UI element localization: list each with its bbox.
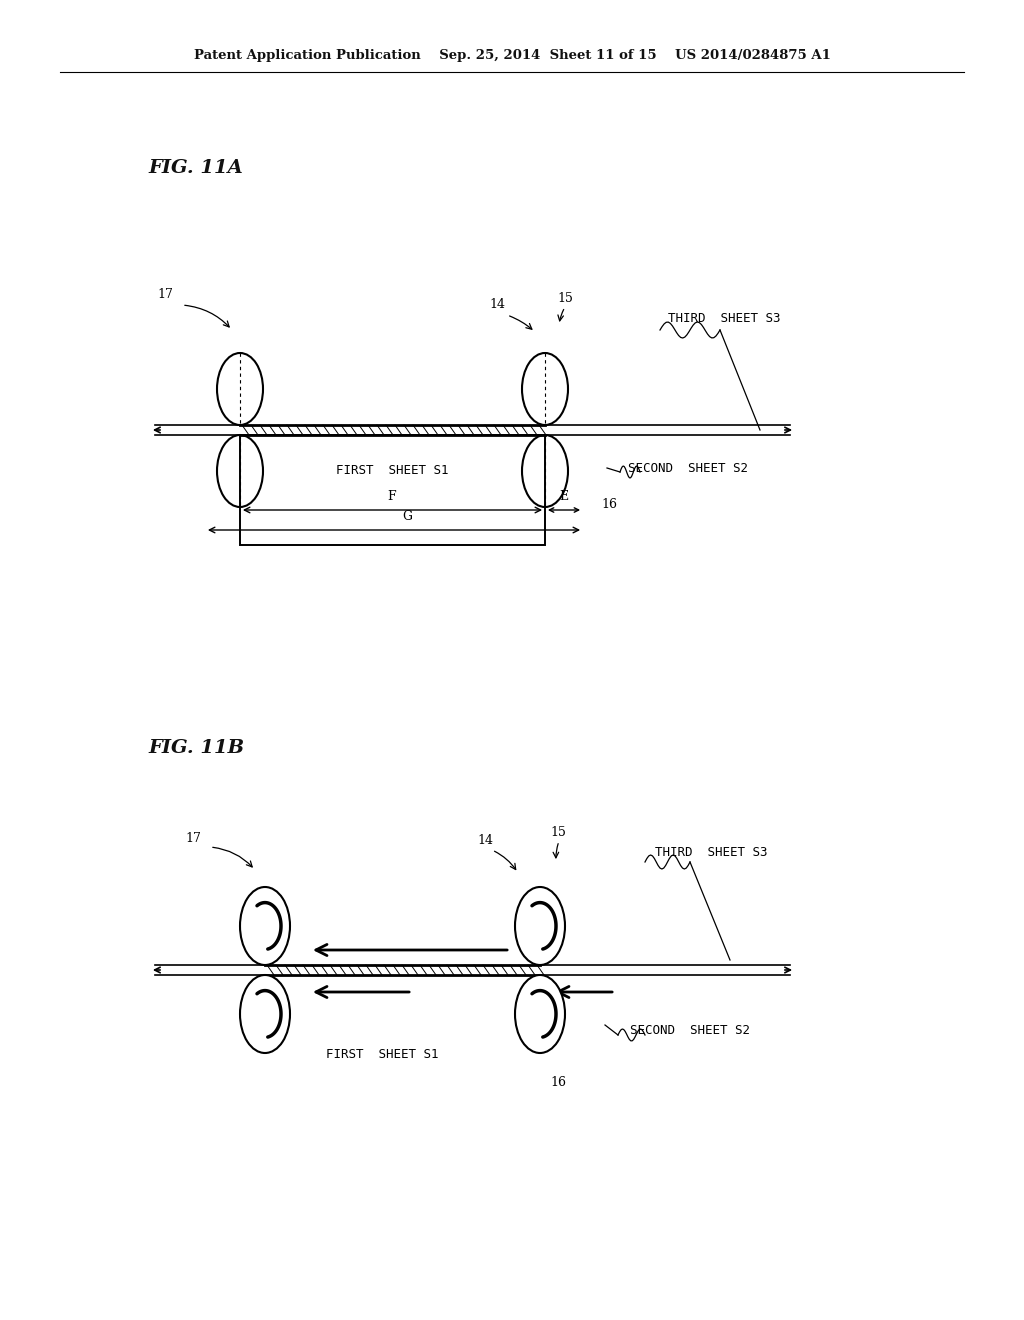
Ellipse shape bbox=[515, 975, 565, 1053]
Text: SECOND  SHEET S2: SECOND SHEET S2 bbox=[630, 1023, 750, 1036]
Text: FIRST  SHEET S1: FIRST SHEET S1 bbox=[336, 463, 449, 477]
Text: THIRD  SHEET S3: THIRD SHEET S3 bbox=[655, 846, 768, 858]
Text: 17: 17 bbox=[157, 289, 173, 301]
Ellipse shape bbox=[515, 887, 565, 965]
Text: 15: 15 bbox=[557, 292, 573, 305]
Text: 16: 16 bbox=[601, 499, 617, 511]
Text: FIG. 11B: FIG. 11B bbox=[148, 739, 244, 756]
Text: 14: 14 bbox=[477, 833, 493, 846]
Text: 17: 17 bbox=[185, 832, 201, 845]
Text: THIRD  SHEET S3: THIRD SHEET S3 bbox=[668, 312, 780, 325]
Text: F: F bbox=[388, 490, 396, 503]
Text: 15: 15 bbox=[550, 825, 566, 838]
Text: 16: 16 bbox=[550, 1076, 566, 1089]
Text: FIRST  SHEET S1: FIRST SHEET S1 bbox=[326, 1048, 438, 1061]
Bar bbox=[240, 436, 545, 545]
Ellipse shape bbox=[240, 975, 290, 1053]
Text: 14: 14 bbox=[489, 298, 505, 312]
Text: G: G bbox=[402, 510, 412, 523]
Text: Patent Application Publication    Sep. 25, 2014  Sheet 11 of 15    US 2014/02848: Patent Application Publication Sep. 25, … bbox=[194, 49, 830, 62]
Text: E: E bbox=[559, 490, 568, 503]
Text: SECOND  SHEET S2: SECOND SHEET S2 bbox=[628, 462, 748, 474]
Text: FIG. 11A: FIG. 11A bbox=[148, 158, 243, 177]
Ellipse shape bbox=[240, 887, 290, 965]
